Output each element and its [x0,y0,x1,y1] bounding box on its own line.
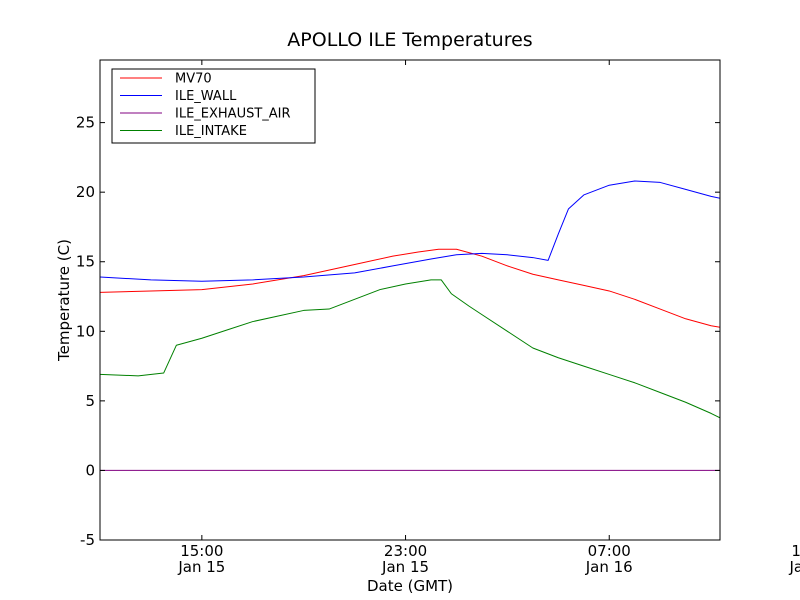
x-tick-date-label: Jan 16 [788,558,800,576]
y-tick-label: 20 [76,183,95,201]
legend-label: ILE_INTAKE [175,124,247,139]
plot-frame [99,59,721,541]
x-tick-time-label: 15:00 [791,542,800,560]
y-axis-label: Temperature (C) [55,239,73,362]
y-tick-label: 25 [76,114,95,132]
x-tick-time-label: 07:00 [588,542,631,560]
series-line-mv70 [100,248,720,328]
x-tick-time-label: 23:00 [384,542,427,560]
legend-label: ILE_EXHAUST_AIR [175,107,291,122]
chart-title: APOLLO ILE Temperatures [287,29,532,51]
series-line-ile-intake [100,279,720,419]
x-tick-date-label: Jan 16 [585,558,633,576]
x-tick-date-label: Jan 15 [177,558,225,576]
series-layer [100,180,720,471]
x-axis-label: Date (GMT) [367,577,453,595]
series-line-ile-wall [100,180,720,282]
y-tick-label: 0 [85,461,95,479]
legend: MV70 ILE_WALL ILE_EXHAUST_AIR ILE_INTAKE [111,68,316,144]
x-tick-time-label: 15:00 [180,542,223,560]
x-tick-date-label: Jan 15 [381,558,429,576]
y-tick-label: 10 [76,322,95,340]
legend-label: MV70 [175,72,212,87]
y-tick-label: 15 [76,253,95,271]
y-ticks: -5 0 5 10 15 20 25 [76,114,720,549]
legend-label: ILE_WALL [175,89,237,104]
y-tick-label: 5 [85,392,95,410]
y-tick-label: -5 [80,531,95,549]
